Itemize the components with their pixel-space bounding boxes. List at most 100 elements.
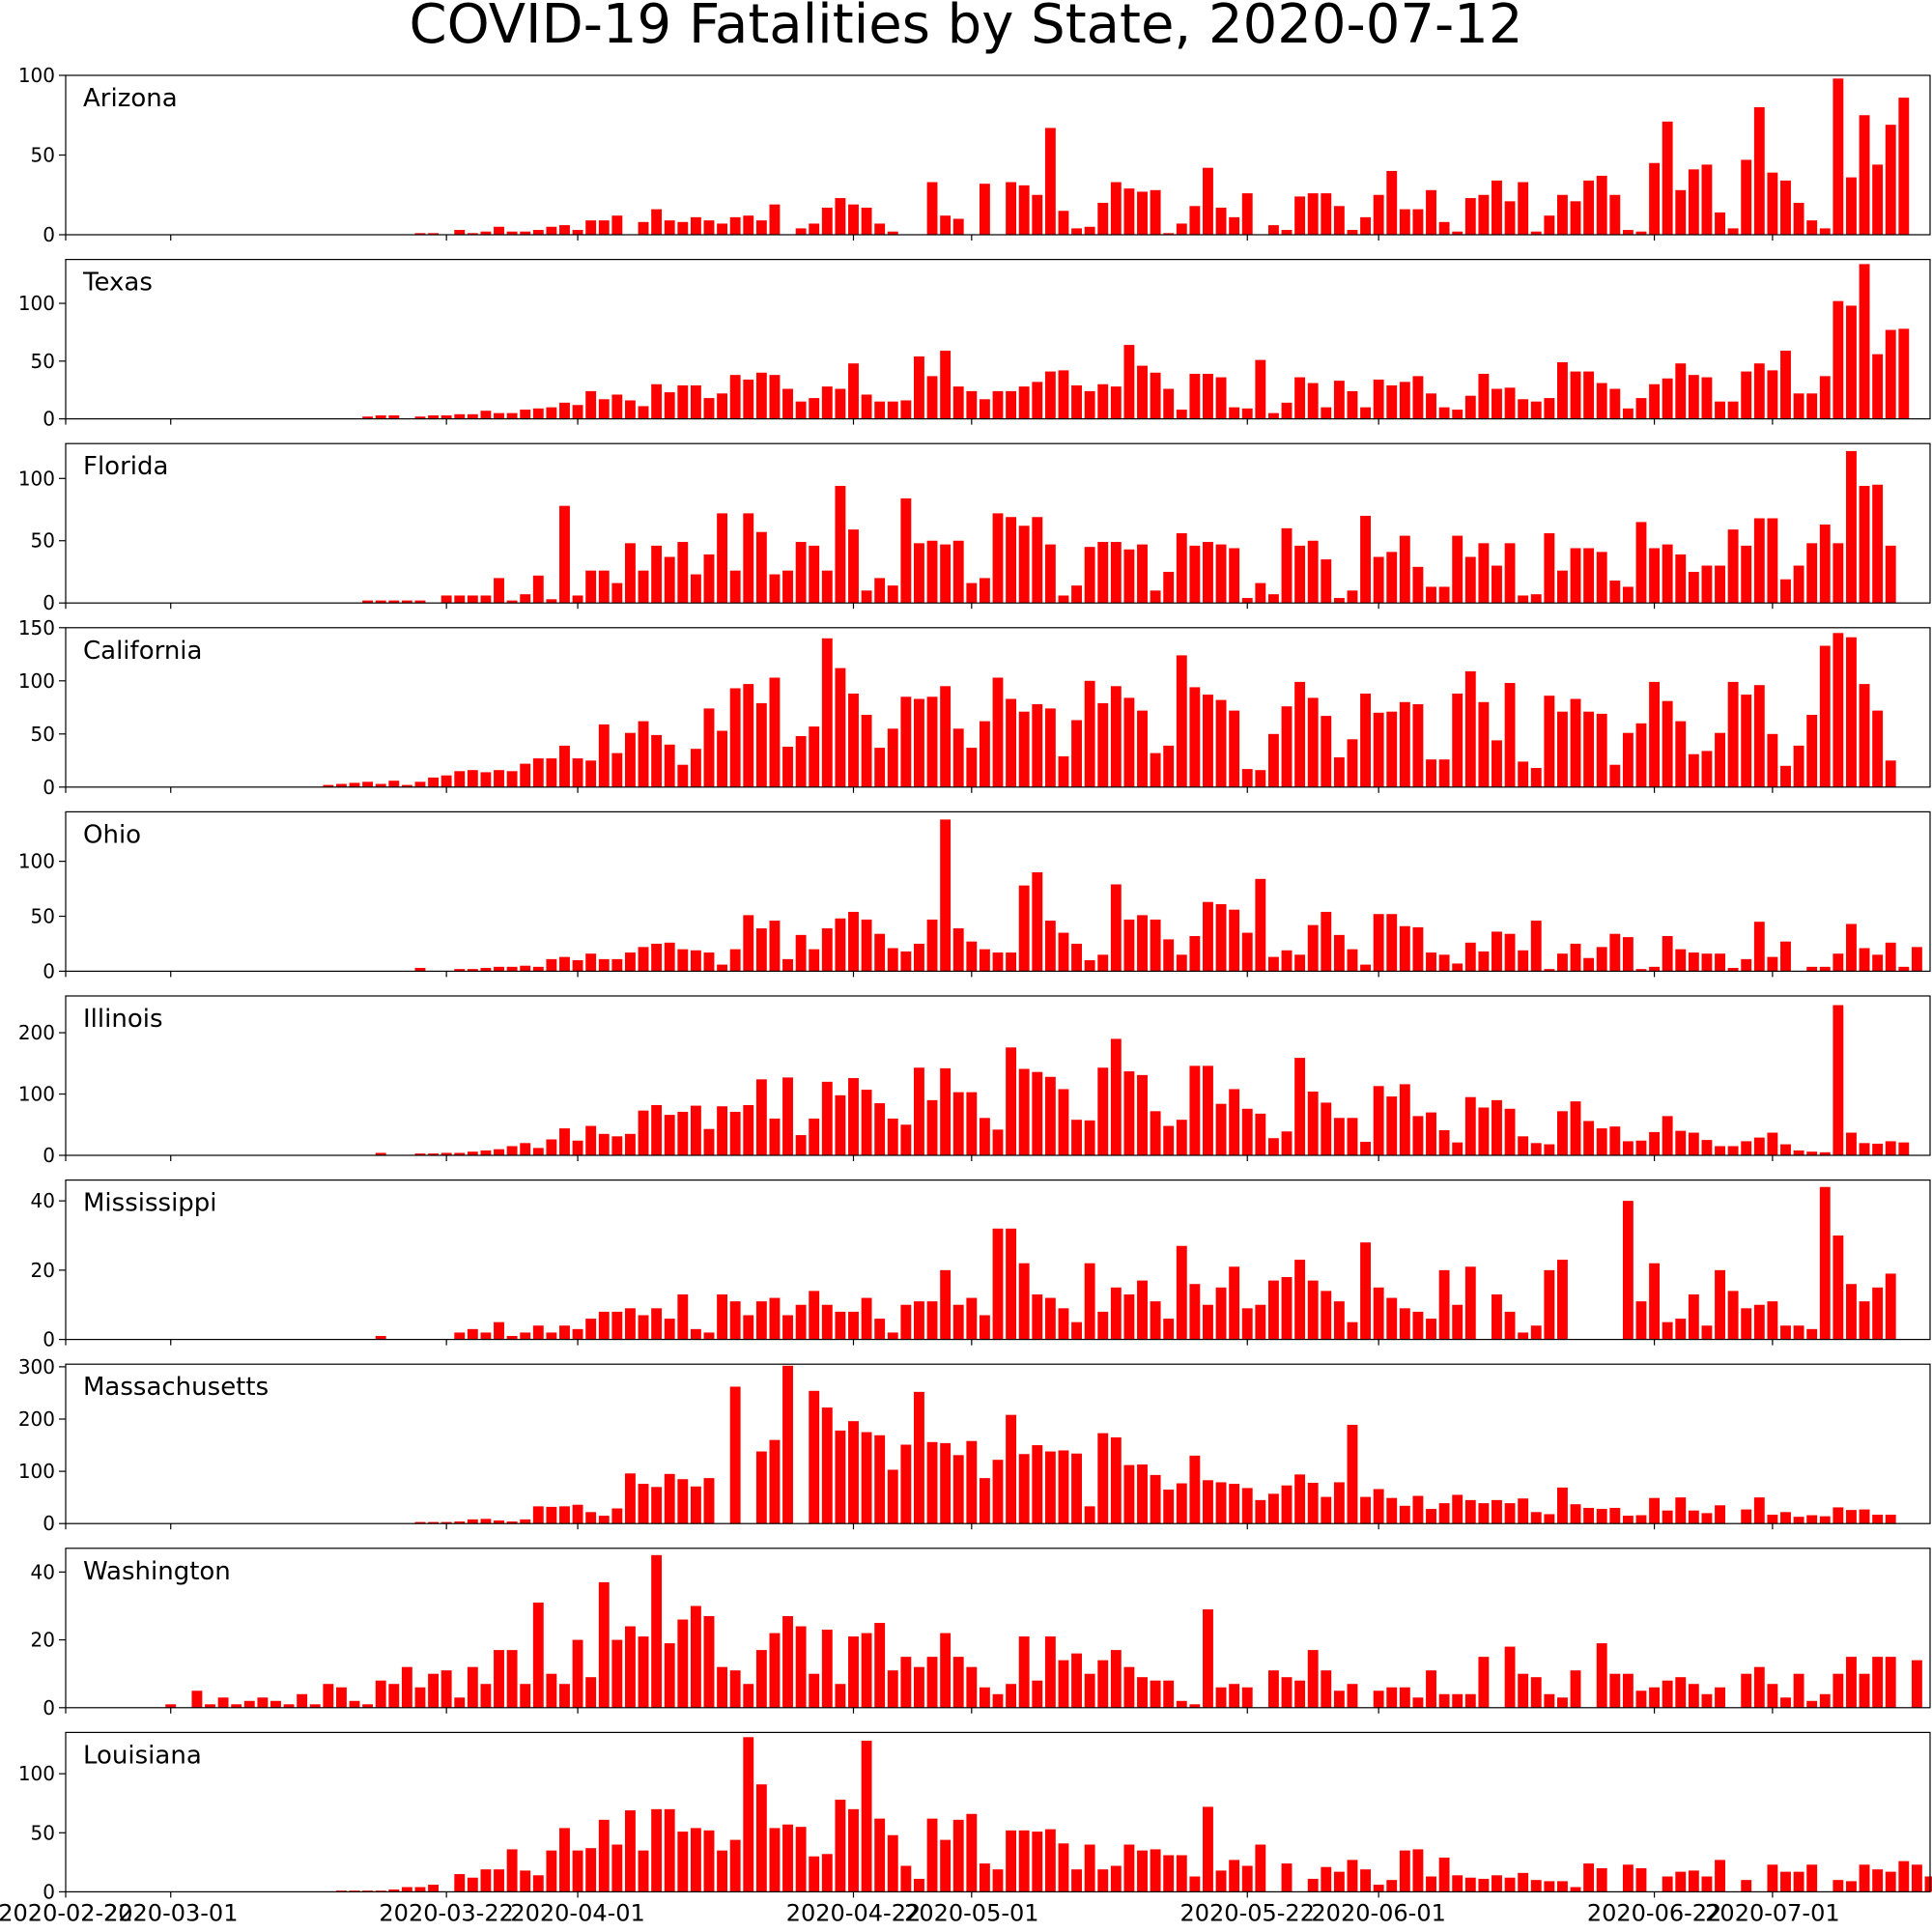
bar [940,1633,952,1708]
bar [848,1078,859,1155]
bar [414,967,426,972]
bar [1649,1687,1661,1708]
bar [717,393,728,419]
bar [1753,1304,1765,1340]
bar [848,204,859,235]
panel-arizona: 0 50 100 Arizona [18,64,1931,246]
bar [979,1315,990,1340]
bar [1464,1877,1476,1892]
bar [546,758,557,787]
bar [703,952,715,972]
bar [1267,412,1279,419]
bar [887,948,898,972]
bar [861,1633,872,1708]
bar [454,413,466,419]
panel-frame [65,995,1931,1156]
bar [1018,1068,1030,1155]
bar [1530,921,1542,972]
bar [1872,484,1884,604]
bar [1426,1876,1436,1892]
bar [664,1643,675,1708]
bar [926,919,938,972]
bar [809,1291,820,1340]
bar [900,400,912,419]
bar [1438,1129,1450,1155]
bar [914,543,924,604]
bar [546,958,557,972]
bar [611,1136,623,1155]
bar [690,1605,701,1708]
bar [1373,1086,1384,1155]
y-tick-label: 40 [31,1189,55,1212]
bar [861,207,872,235]
bar [414,1687,426,1708]
bar [1229,1860,1240,1892]
bar [809,223,820,235]
bar [1741,159,1752,235]
bar [940,819,952,972]
bar [887,1834,898,1892]
panel-frame [65,1179,1931,1341]
bar [1071,1869,1082,1892]
bar [1347,739,1358,787]
bar [1622,1673,1634,1708]
bar [1189,1876,1201,1892]
bar [1189,1455,1201,1524]
bar [861,1740,872,1892]
bar [1885,329,1896,419]
bar [440,415,452,419]
bar [625,1308,636,1340]
bar [1281,1131,1293,1155]
bar [1452,410,1463,419]
bar [1360,694,1371,787]
bar [926,1818,938,1892]
bar [611,753,623,787]
bar [454,1152,466,1155]
bar [349,1700,360,1708]
bar [1806,1515,1818,1524]
bar [821,928,833,972]
bar [454,1332,466,1340]
bar [1846,1284,1857,1340]
bar [821,1854,833,1892]
bar [1478,1657,1490,1708]
bar [664,1115,675,1155]
bar [428,1521,439,1524]
bar [1478,373,1490,419]
y-tick-label: 0 [43,776,55,799]
bar [532,1602,544,1708]
bar [966,1092,978,1155]
bar [1255,1113,1266,1155]
bar [821,570,833,604]
bar [1307,697,1319,787]
bar [1097,954,1109,972]
bar [454,1874,466,1892]
bar [914,1301,924,1340]
bar [992,1460,1004,1524]
bar [992,1228,1004,1340]
bar [1110,1038,1122,1155]
bar [1478,194,1490,235]
y-tick-label: 150 [18,616,55,639]
bar [546,1506,557,1524]
bar [1176,1245,1187,1340]
bar [861,715,872,787]
bar [217,1697,229,1708]
bar [1360,1496,1371,1524]
bar [769,204,781,235]
bar [1426,393,1436,419]
bar [1675,949,1687,972]
y-tick-label: 100 [18,850,55,873]
bar [559,402,570,419]
bar [795,401,807,419]
bar [664,392,675,419]
bar [1084,390,1095,419]
bar [1321,1496,1332,1524]
bar [1701,1325,1713,1340]
bar [861,590,872,604]
bar [1006,1047,1017,1155]
bar [520,594,531,604]
bar [1321,716,1332,787]
bar [559,745,570,787]
bar [1267,1138,1279,1155]
